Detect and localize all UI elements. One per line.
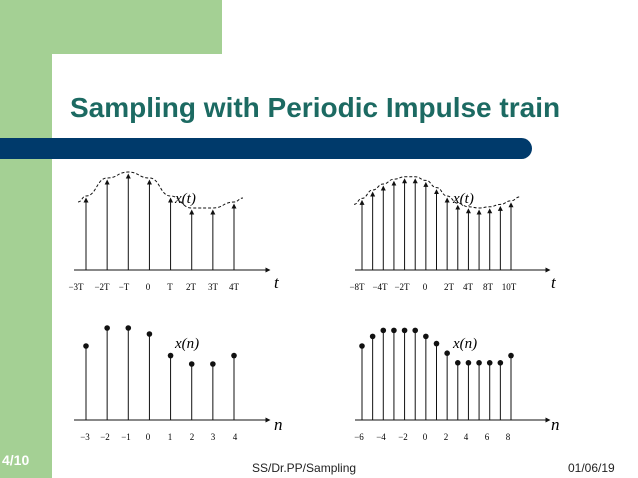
sample-dot <box>83 343 89 349</box>
sample-dot <box>167 352 174 359</box>
plot-panel-1: x(t) t −3T −2T −T 0 T 2T 3T 4T <box>68 171 280 292</box>
tick-label: −4 <box>376 432 386 442</box>
tick-label: 0 <box>146 282 151 292</box>
tick-label: −4T <box>372 282 388 292</box>
sample-dot <box>444 350 450 357</box>
sample-dot <box>391 327 397 334</box>
tick-label: −T <box>119 282 130 292</box>
sample-dot <box>423 333 429 340</box>
slide-title: Sampling with Periodic Impulse train <box>70 92 561 123</box>
sample-dot <box>188 361 195 367</box>
sample-dot <box>476 360 482 366</box>
tick-label: 3T <box>208 282 219 292</box>
axis-variable-label: t <box>551 273 557 292</box>
signal-label: x(n) <box>174 336 199 352</box>
tick-label: 2T <box>186 282 197 292</box>
plot-panel-4: x(n) n −6 −4 −2 0 2 4 6 8 <box>354 327 560 442</box>
axis-variable-label: t <box>274 273 280 292</box>
sample-dot <box>465 360 472 366</box>
sample-dot <box>412 327 419 334</box>
continuous-envelope <box>353 176 521 209</box>
tick-label: 4T <box>229 282 240 292</box>
sample-dot <box>369 333 376 340</box>
tick-label: −1 <box>121 432 131 442</box>
continuous-envelope <box>77 171 244 209</box>
footer-date: 01/06/19 <box>568 461 615 475</box>
sample-dot <box>497 360 504 366</box>
tick-label: 2 <box>190 432 195 442</box>
tick-label: −2T <box>394 282 410 292</box>
sample-dot <box>433 340 440 347</box>
sample-dot <box>380 327 387 334</box>
tick-label: 10T <box>502 282 517 292</box>
tick-label: 0 <box>423 432 428 442</box>
tick-label: 1 <box>168 432 173 442</box>
tick-label: 0 <box>423 282 428 292</box>
tick-label: 3 <box>211 432 216 442</box>
sample-dot <box>146 331 153 337</box>
tick-label: 8 <box>506 432 511 442</box>
signal-label: x(n) <box>452 336 477 352</box>
tick-label: −2 <box>398 432 408 442</box>
axis-variable-label: n <box>551 415 560 434</box>
axis-variable-label: n <box>274 415 283 434</box>
tick-label: T <box>167 282 173 292</box>
sample-dot <box>125 325 132 331</box>
title-underline-bar <box>0 138 532 159</box>
tick-label: −2T <box>94 282 110 292</box>
signal-label: x(t) <box>174 191 196 207</box>
sample-dot <box>359 343 365 349</box>
tick-label: −2 <box>100 432 110 442</box>
sample-dot <box>486 360 493 366</box>
tick-label: 6 <box>485 432 490 442</box>
sample-dot <box>104 325 110 331</box>
plot-panel-2: x(t)t−8T −4T −2T 0 2T 4T 8T 10T <box>349 176 557 292</box>
green-top-block <box>0 0 222 54</box>
sample-dot <box>231 352 237 359</box>
footer-course-label: SS/Dr.PP/Sampling <box>252 461 357 475</box>
tick-label: 2T <box>444 282 455 292</box>
plot-panel-3: x(n) n −3 −2 −1 0 1 2 3 4 <box>74 325 283 442</box>
tick-label: 8T <box>483 282 494 292</box>
sample-dot <box>508 352 514 359</box>
tick-label: 4 <box>464 432 469 442</box>
tick-label: 4T <box>463 282 474 292</box>
tick-label: −8T <box>349 282 365 292</box>
sample-dot <box>454 360 461 366</box>
tick-label: 4 <box>233 432 238 442</box>
sample-dot <box>210 361 216 367</box>
tick-label: 0 <box>146 432 151 442</box>
sample-dot <box>401 327 408 334</box>
tick-label: −3 <box>80 432 90 442</box>
tick-label: −3T <box>68 282 84 292</box>
tick-label: 2 <box>444 432 449 442</box>
page-number: 4/10 <box>2 452 30 468</box>
green-side-strip <box>0 0 52 478</box>
tick-label: −6 <box>354 432 364 442</box>
